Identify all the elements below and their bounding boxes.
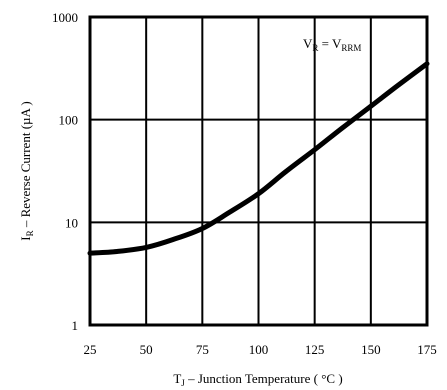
x-tick-label: 175 [417, 342, 437, 357]
y-tick-label: 1 [72, 318, 79, 333]
annotation-sub1: R [312, 43, 318, 53]
svg-text:VR = VRRM: VR = VRRM [303, 36, 361, 53]
annotation-sub2: RRM [341, 43, 361, 53]
x-tick-label: 75 [196, 342, 209, 357]
x-tick-label: 25 [84, 342, 97, 357]
x-tick-label: 150 [361, 342, 381, 357]
x-tick-labels: 25 50 75 100 125 150 175 [84, 342, 437, 357]
y-axis-label: IR – Reverse Current (µA ) [18, 101, 35, 241]
curve-layer [87, 61, 430, 256]
y-tick-label: 100 [59, 113, 79, 128]
annotation-vr-vrrm: VR = VRRM [303, 36, 361, 53]
annotation-mid: = V [318, 36, 342, 51]
gridlines [89, 16, 428, 326]
y-tick-labels: 1 10 100 1000 [52, 10, 78, 333]
y-tick-label: 1000 [52, 10, 78, 25]
x-tick-label: 125 [305, 342, 325, 357]
plot-frame [88, 15, 429, 327]
y-tick-label: 10 [65, 215, 78, 230]
x-axis-label: TJ – Junction Temperature ( °C ) [173, 371, 342, 388]
x-tick-label: 100 [249, 342, 269, 357]
x-tick-label: 50 [140, 342, 153, 357]
annotation-v1: V [303, 36, 313, 51]
reverse-current-curve [87, 61, 430, 256]
